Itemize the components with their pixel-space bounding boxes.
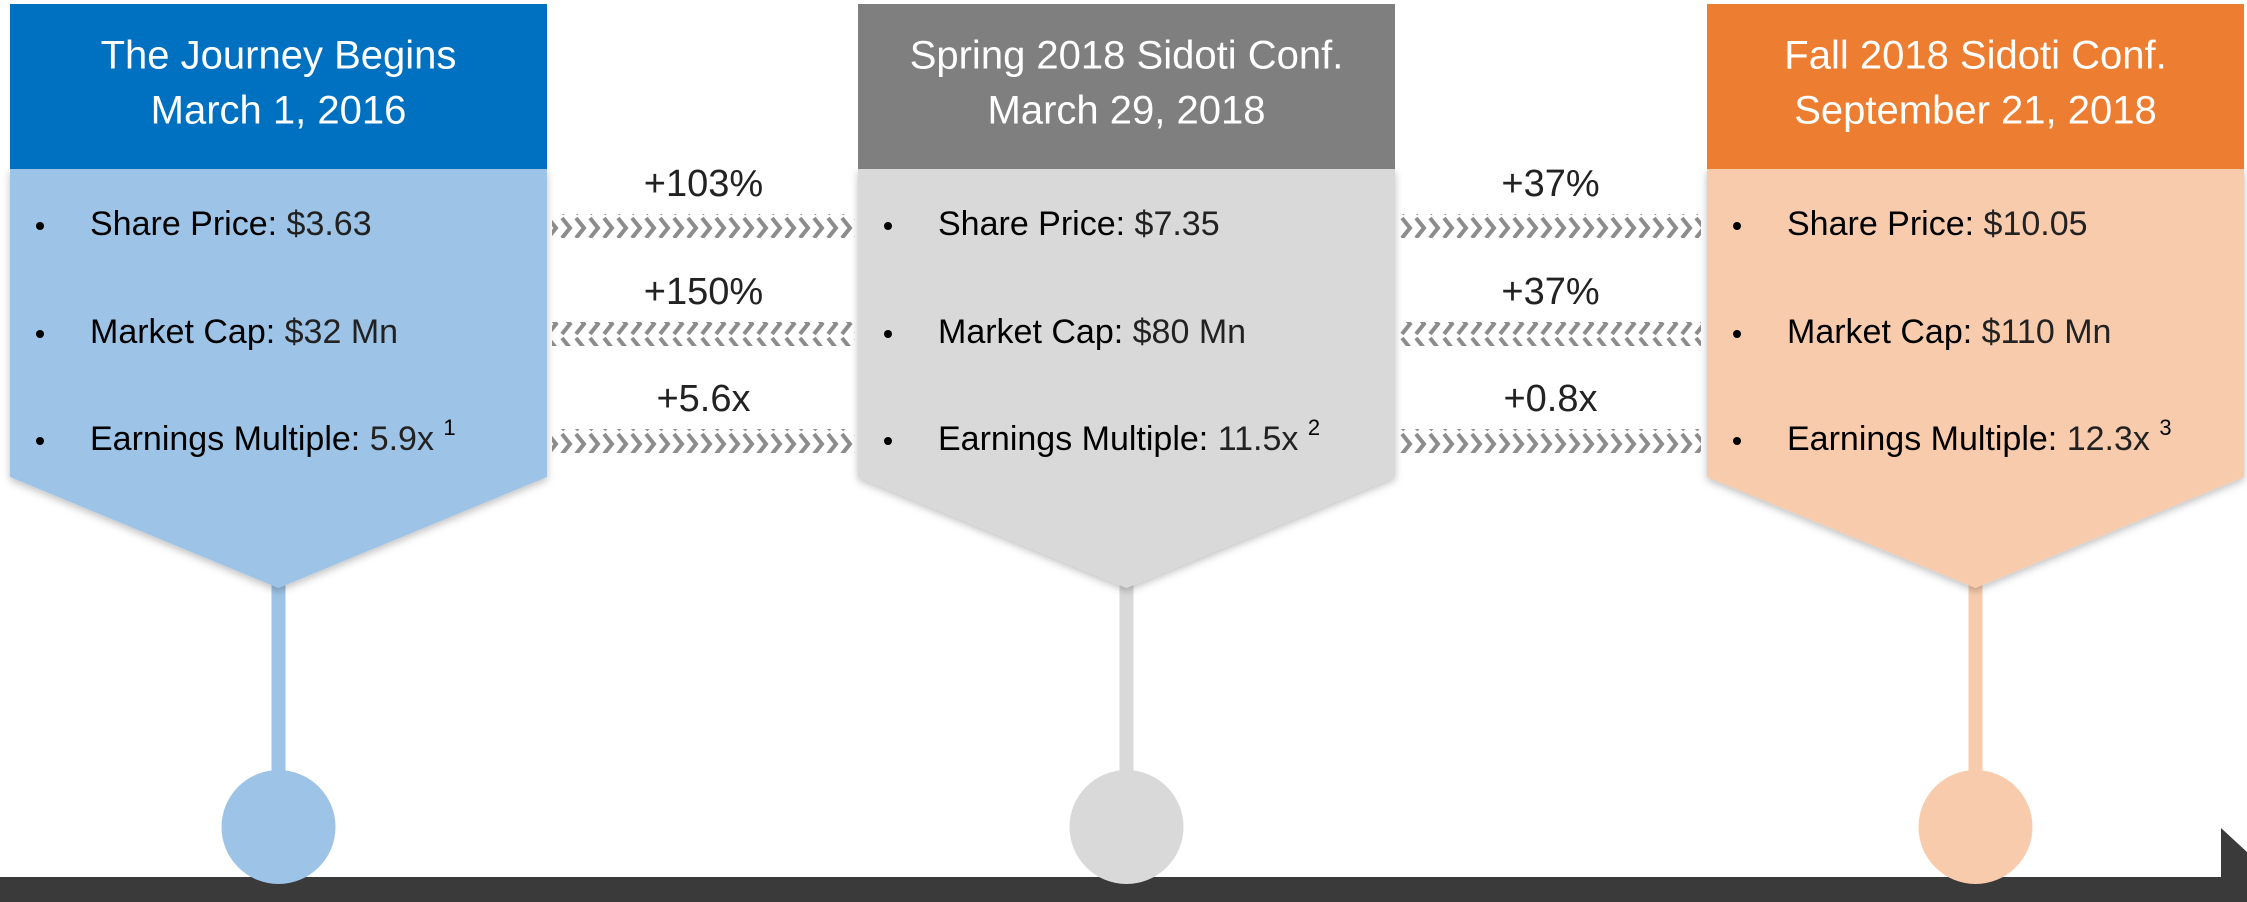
stem [1968, 580, 1983, 780]
item: Share Price: $7.35 [938, 205, 1220, 243]
item: Earnings Multiple: 5.9x 1 [90, 415, 456, 458]
item-label: Share Price: [90, 205, 277, 243]
footnote: 3 [2159, 415, 2171, 440]
footnote: 1 [443, 415, 455, 440]
bullet [884, 437, 892, 445]
item: Market Cap: $80 Mn [938, 313, 1246, 351]
card-body [10, 169, 547, 588]
item-label: Market Cap: [938, 313, 1123, 351]
node [1069, 770, 1184, 884]
item-value: $110 Mn [1982, 313, 2112, 351]
timeline-arrow [2221, 828, 2247, 877]
item: Market Cap: $32 Mn [90, 313, 398, 351]
chevron-arrow [552, 214, 855, 238]
item-value: 12.3x [2067, 420, 2150, 458]
item: Share Price: $10.05 [1787, 205, 2088, 243]
card-title: The Journey Begins [101, 34, 457, 78]
card-date: March 1, 2016 [151, 89, 407, 133]
item-value: 11.5x [1218, 420, 1299, 458]
item-value: $10.05 [1984, 205, 2088, 243]
change-label: +37% [1501, 163, 1599, 205]
card-header [10, 4, 547, 169]
item-label: Earnings Multiple: [90, 420, 360, 458]
node [1918, 770, 2033, 884]
item-value: 5.9x [370, 420, 434, 458]
chevron-arrow [1400, 214, 1701, 238]
stem [1119, 580, 1134, 780]
item-label: Earnings Multiple: [938, 420, 1208, 458]
card-date: March 29, 2018 [988, 89, 1266, 133]
card-body [858, 169, 1395, 588]
bullet [36, 437, 44, 445]
item: Earnings Multiple: 11.5x 2 [938, 415, 1320, 458]
card-title: Spring 2018 Sidoti Conf. [910, 34, 1344, 78]
card-body [1707, 169, 2244, 588]
item-label: Earnings Multiple: [1787, 420, 2057, 458]
item-value: $3.63 [287, 205, 372, 243]
item-value: $7.35 [1135, 205, 1220, 243]
chevron-arrow [552, 322, 855, 346]
bullet [1733, 437, 1741, 445]
node [221, 770, 336, 884]
item: Market Cap: $110 Mn [1787, 313, 2111, 351]
item-value: $32 Mn [285, 313, 398, 351]
change-label: +5.6x [656, 378, 750, 420]
card-date: September 21, 2018 [1794, 89, 2156, 133]
chevron-arrow [1400, 429, 1701, 453]
card-header [1707, 4, 2244, 169]
chevron-arrow [1400, 322, 1701, 346]
card-header [858, 4, 1395, 169]
footnote: 2 [1308, 415, 1320, 440]
change-label: +150% [644, 271, 763, 313]
item-label: Market Cap: [90, 313, 275, 351]
card-title: Fall 2018 Sidoti Conf. [1784, 34, 2166, 78]
bullet [1733, 330, 1741, 338]
chevron-arrow [552, 429, 855, 453]
item: Share Price: $3.63 [90, 205, 372, 243]
item-value: $80 Mn [1133, 313, 1246, 351]
item-label: Share Price: [938, 205, 1125, 243]
change-label: +0.8x [1503, 378, 1597, 420]
item-label: Share Price: [1787, 205, 1974, 243]
bullet [884, 330, 892, 338]
change-label: +103% [644, 163, 763, 205]
stem [271, 580, 286, 780]
item-label: Market Cap: [1787, 313, 1972, 351]
bullet [36, 330, 44, 338]
bullet [36, 222, 44, 230]
bullet [1733, 222, 1741, 230]
item: Earnings Multiple: 12.3x 3 [1787, 415, 2172, 458]
change-label: +37% [1501, 271, 1599, 313]
bullet [884, 222, 892, 230]
